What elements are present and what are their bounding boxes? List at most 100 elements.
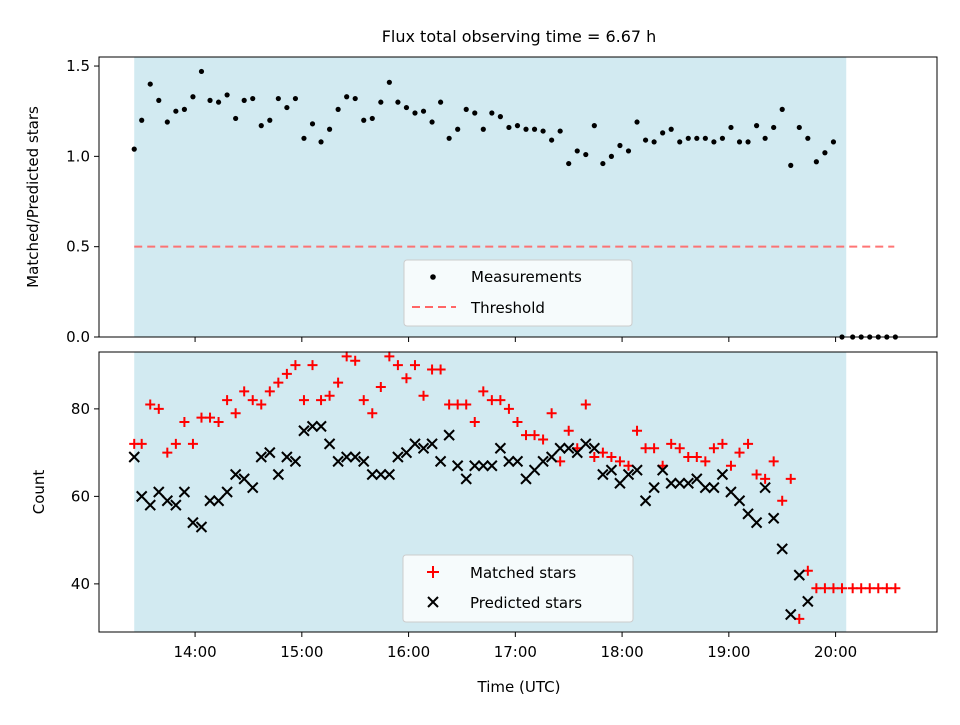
matched-star-point bbox=[538, 434, 549, 445]
matched-star-point bbox=[179, 417, 190, 427]
predicted-star-point bbox=[597, 468, 609, 481]
predicted-star-point bbox=[477, 460, 490, 472]
predicted-star-point bbox=[383, 468, 396, 481]
matched-star-point bbox=[409, 360, 420, 371]
predicted-star-point bbox=[759, 481, 771, 494]
x-tick-label: 14:00 bbox=[173, 643, 216, 661]
measurement-point bbox=[566, 160, 572, 167]
predicted-star-point bbox=[674, 477, 686, 489]
predicted-star-point bbox=[332, 455, 344, 468]
matched-star-point bbox=[324, 390, 335, 401]
predicted-star-point bbox=[323, 438, 336, 450]
ratio-panel-legend: Measurements Threshold bbox=[403, 259, 633, 327]
predicted-star-point bbox=[161, 495, 174, 507]
predicted-star-point bbox=[409, 438, 421, 450]
matched-star-point bbox=[444, 399, 455, 410]
measurement-point bbox=[506, 124, 512, 131]
measurement-point bbox=[753, 123, 760, 129]
measurement-point bbox=[395, 99, 401, 105]
predicted-star-point bbox=[656, 464, 669, 476]
matched-star-point bbox=[734, 447, 745, 458]
y-tick-label: 80 bbox=[71, 400, 90, 418]
predicted-star-point bbox=[520, 473, 532, 485]
predicted-star-point bbox=[682, 477, 694, 489]
legend-matched-label: Matched stars bbox=[470, 564, 576, 582]
measurement-point bbox=[771, 124, 777, 131]
y-tick-label: 0.0 bbox=[66, 328, 90, 346]
matched-star-point bbox=[247, 395, 258, 406]
measurement-point bbox=[728, 124, 734, 131]
matched-star-point bbox=[503, 403, 514, 414]
measurement-point bbox=[292, 95, 299, 102]
matched-star-point bbox=[890, 583, 901, 594]
matched-star-point bbox=[256, 399, 267, 410]
y-tick-label: 60 bbox=[71, 487, 90, 505]
predicted-star-point bbox=[272, 468, 285, 481]
count-panel-legend-box bbox=[402, 554, 634, 623]
measurement-point bbox=[403, 104, 410, 111]
matched-star-point bbox=[136, 438, 147, 449]
measurement-point bbox=[591, 123, 597, 129]
measurement-point bbox=[156, 97, 162, 103]
matched-star-point bbox=[847, 583, 858, 594]
x-tick-label: 19:00 bbox=[707, 643, 750, 661]
count-panel-x-ticks: 14:00 15:00 16:00 17:00 18:00 19:00 20:00 bbox=[173, 632, 857, 661]
matched-star-point bbox=[614, 456, 625, 467]
predicted-star-point bbox=[733, 495, 746, 507]
matched-star-point bbox=[316, 395, 327, 406]
matched-star-point bbox=[777, 495, 788, 506]
predicted-star-point bbox=[511, 455, 524, 468]
x-tick-label: 16:00 bbox=[387, 643, 430, 661]
matched-star-point bbox=[350, 355, 361, 366]
matched-star-point bbox=[743, 438, 754, 449]
matched-star-point bbox=[717, 438, 728, 449]
measurement-point bbox=[224, 92, 230, 98]
measurement-point bbox=[258, 123, 264, 129]
predicted-star-point bbox=[195, 521, 208, 533]
matched-star-point bbox=[392, 360, 403, 371]
matched-star-point bbox=[864, 583, 875, 594]
matched-star-point bbox=[145, 399, 156, 410]
measurement-point bbox=[378, 99, 384, 105]
matched-star-point bbox=[632, 425, 643, 436]
ratio-panel-legend-box bbox=[403, 259, 633, 327]
predicted-star-point bbox=[178, 486, 191, 498]
predicted-star-point bbox=[451, 460, 464, 472]
legend-measurements-marker bbox=[430, 274, 436, 280]
matched-star-point bbox=[529, 430, 540, 441]
measurement-point bbox=[531, 126, 538, 132]
matched-star-point bbox=[811, 583, 822, 594]
measurement-point bbox=[822, 150, 828, 156]
predicted-star-point bbox=[691, 473, 703, 485]
predicted-star-point bbox=[204, 495, 216, 507]
matched-star-point bbox=[290, 360, 301, 371]
matched-star-point bbox=[606, 452, 617, 462]
measurement-point bbox=[480, 126, 486, 132]
x-axis-label: Time (UTC) bbox=[477, 678, 561, 696]
measurement-point bbox=[736, 139, 743, 145]
predicted-star-point bbox=[537, 455, 549, 468]
predicted-star-point bbox=[426, 438, 438, 450]
matched-star-point bbox=[187, 438, 198, 449]
predicted-star-point bbox=[767, 512, 780, 524]
ratio-panel-y-ticks: 0.0 0.5 1.0 1.5 bbox=[66, 57, 99, 346]
legend-threshold-label: Threshold bbox=[470, 299, 545, 317]
measurement-point bbox=[489, 110, 495, 116]
measurement-point bbox=[625, 148, 632, 154]
measurement-point bbox=[250, 95, 256, 102]
measurement-point bbox=[472, 110, 478, 116]
predicted-star-point bbox=[170, 499, 182, 511]
predicted-star-point bbox=[238, 473, 250, 485]
predicted-star-point bbox=[793, 569, 805, 581]
predicted-star-point bbox=[315, 420, 327, 433]
measurement-point bbox=[139, 117, 145, 123]
predicted-star-point bbox=[306, 420, 319, 433]
measurement-point bbox=[600, 160, 606, 167]
y-tick-label: 1.5 bbox=[66, 57, 90, 75]
predicted-star-point bbox=[742, 508, 754, 520]
matched-star-point bbox=[375, 382, 386, 392]
measurement-point bbox=[514, 123, 521, 129]
matched-star-point bbox=[708, 443, 719, 454]
matched-star-point bbox=[222, 395, 233, 406]
measurement-point bbox=[335, 106, 341, 112]
